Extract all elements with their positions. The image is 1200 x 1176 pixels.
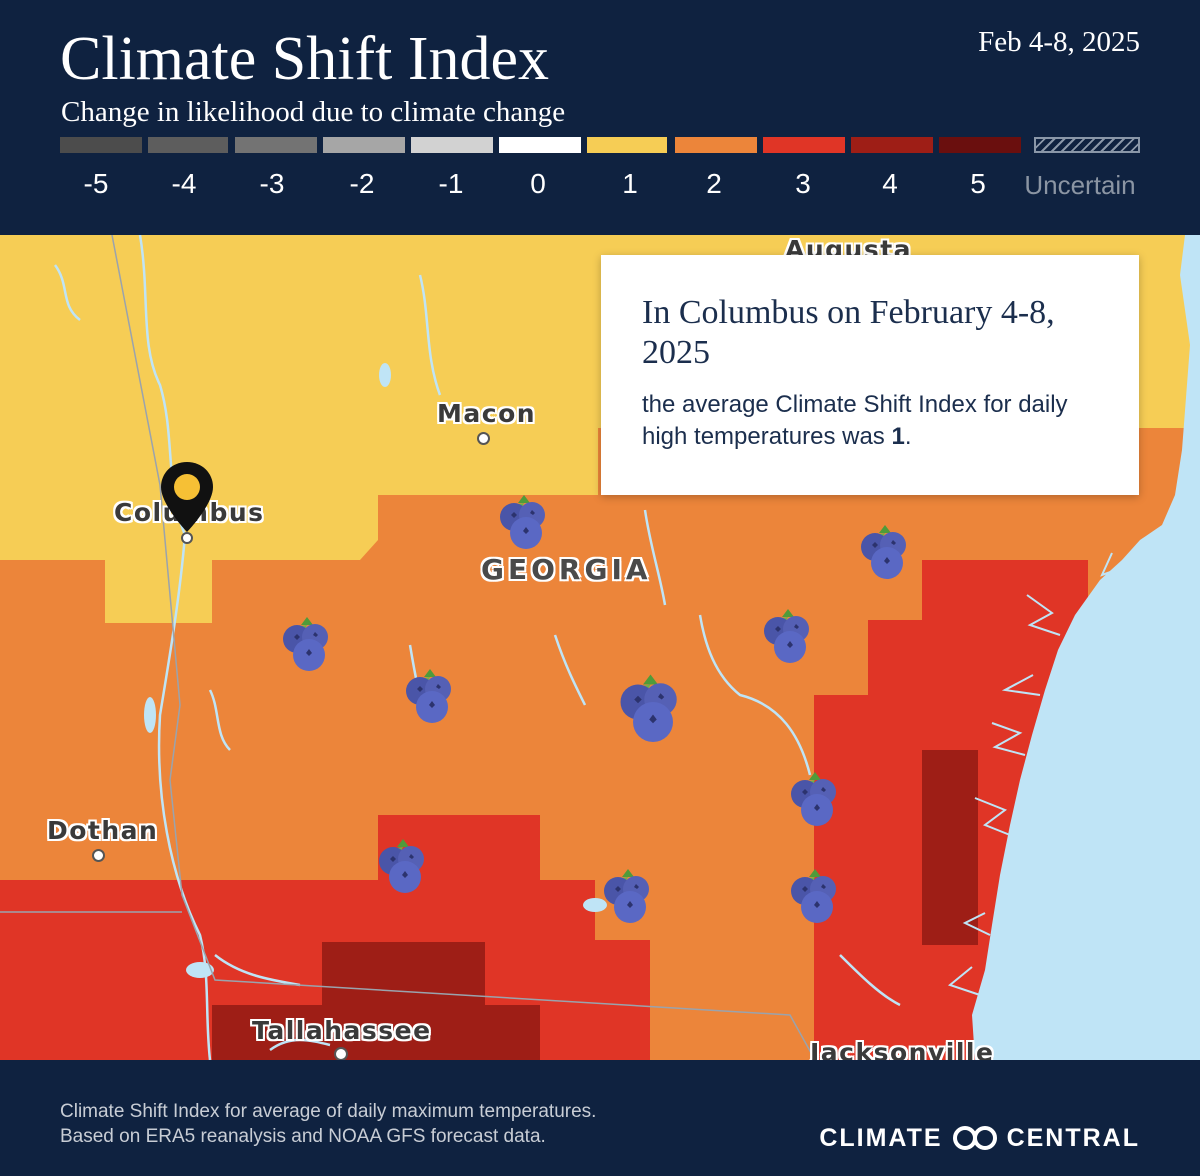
footnote: Climate Shift Index for average of daily…	[60, 1099, 596, 1149]
legend-label-6: 1	[622, 168, 638, 199]
blueberry-icon	[379, 839, 424, 893]
callout-body-suffix: .	[904, 423, 912, 450]
blueberry-icon	[791, 869, 836, 923]
legend-label-4: -1	[438, 168, 464, 199]
page-subtitle: Change in likelihood due to climate chan…	[61, 96, 566, 128]
legend-swatch-4	[411, 137, 493, 153]
state-label-georgia: GEORGIA	[481, 553, 652, 586]
legend-swatch-6	[587, 137, 667, 153]
infinity-logo-icon	[952, 1126, 997, 1150]
legend-swatch-10	[939, 137, 1021, 153]
legend-swatch-8	[763, 137, 845, 153]
page-title: Climate Shift Index	[60, 25, 550, 93]
city-label-macon: Macon	[437, 399, 537, 428]
legend-swatch-2	[235, 137, 317, 153]
legend-swatch-5	[499, 137, 581, 153]
city-dot-dothan	[92, 849, 105, 862]
footnote-line-1: Climate Shift Index for average of daily…	[60, 1101, 597, 1122]
city-label-dothan: Dothan	[47, 816, 159, 845]
callout-body: the average Climate Shift Index for dail…	[642, 389, 1112, 453]
callout-body-text: the average Climate Shift Index for dail…	[642, 391, 1068, 450]
city-dot-macon	[477, 432, 490, 445]
legend-swatch-11	[1034, 137, 1140, 153]
blueberry-icon	[406, 669, 451, 723]
footer: Climate Shift Index for average of daily…	[0, 1060, 1200, 1176]
blueberry-icon	[283, 617, 328, 671]
legend-label-5: 0	[530, 168, 546, 199]
coastal-marsh	[947, 552, 1131, 996]
legend-labels: -5 -4 -3 -2 -1 0 1 2 3 4 5 Uncertain	[0, 0, 1200, 235]
csi-4-region-east	[922, 750, 978, 945]
csi-3-region-south	[0, 815, 650, 1060]
blueberry-icon	[620, 674, 677, 742]
date-range: Feb 4-8, 2025	[978, 26, 1140, 58]
state-borders	[0, 235, 816, 1060]
callout-heading: In Columbus on February 4-8, 2025	[642, 294, 1055, 371]
legend-label-2: -3	[259, 168, 285, 199]
map[interactable]: Augusta Macon Columbus Dothan Tallahasse…	[0, 235, 1200, 1060]
legend-swatch-7	[675, 137, 757, 153]
logo-text-right: CENTRAL	[1006, 1123, 1140, 1152]
legend-label-7: 2	[706, 168, 722, 199]
logo-text-left: CLIMATE	[819, 1123, 943, 1152]
legend-swatch-3	[323, 137, 405, 153]
legend-label-10: 5	[970, 168, 986, 199]
blueberry-icon	[861, 525, 906, 579]
header: Climate Shift Index Change in likelihood…	[0, 0, 1200, 235]
info-callout: In Columbus on February 4-8, 2025 the av…	[601, 255, 1139, 495]
city-dot-columbus	[181, 532, 193, 544]
lakes	[144, 363, 607, 978]
rivers	[53, 235, 901, 1060]
legend-swatch-9	[851, 137, 933, 153]
map-pin-icon[interactable]	[159, 460, 215, 536]
legend	[0, 0, 1200, 235]
footnote-line-2: Based on ERA5 reanalysis and NOAA GFS fo…	[60, 1126, 546, 1147]
legend-label-8: 3	[795, 168, 811, 199]
legend-label-3: -2	[349, 168, 375, 199]
legend-label-0: -5	[83, 168, 109, 199]
blueberry-icon	[764, 609, 809, 663]
city-dot-tallahassee	[334, 1047, 348, 1060]
city-label-tallahassee: Tallahassee	[252, 1016, 432, 1045]
callout-value: 1	[891, 423, 905, 450]
legend-swatch-0	[60, 137, 142, 153]
legend-label-9: 4	[882, 168, 898, 199]
legend-label-1: -4	[171, 168, 197, 199]
legend-swatch-1	[148, 137, 228, 153]
legend-label-11: Uncertain	[1024, 170, 1136, 200]
csi-4-region-south	[212, 942, 540, 1060]
blueberry-icon	[791, 772, 836, 826]
blueberry-icon	[604, 869, 649, 923]
blueberry-icon	[500, 495, 545, 549]
climate-central-logo: CLIMATE CENTRAL	[819, 1123, 1140, 1153]
city-label-jacksonville: Jacksonville	[810, 1038, 995, 1060]
map-canvas	[0, 235, 1200, 1060]
ocean	[972, 235, 1200, 1060]
